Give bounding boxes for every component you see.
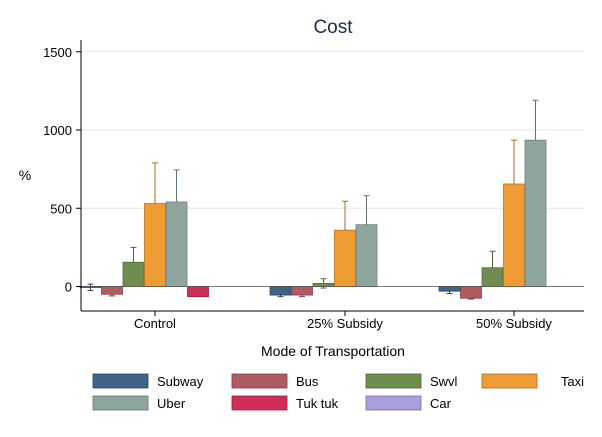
legend-label: Taxi <box>561 374 584 389</box>
legend-item: Tuk tuk <box>231 395 339 411</box>
y-axis-ticks: 0 500 1000 1500 <box>43 45 81 295</box>
legend-label: Bus <box>296 374 319 389</box>
legend-label: Tuk tuk <box>296 396 339 411</box>
legend-swatch <box>92 395 149 411</box>
y-tick-label: 1000 <box>43 123 72 138</box>
x-axis-label: Mode of Transportation <box>261 343 405 359</box>
bar-uber <box>165 201 188 287</box>
bar-taxi <box>144 203 166 287</box>
x-axis-ticks: Control 25% Subsidy 50% Subsidy <box>134 311 552 331</box>
legend-swatch <box>481 373 538 389</box>
legend-swatch <box>231 395 288 411</box>
legend-swatch <box>365 395 422 411</box>
y-axis-label: % <box>19 167 31 183</box>
legend-swatch <box>231 373 288 389</box>
legend-swatch <box>92 373 149 389</box>
x-tick-label: Control <box>134 316 176 331</box>
x-tick-label: 25% Subsidy <box>307 316 383 331</box>
bar-swvl <box>481 267 504 287</box>
legend-item: Taxi <box>481 373 584 389</box>
legend-item: Uber <box>92 395 186 411</box>
bar-bus <box>460 286 482 299</box>
bar-subway <box>438 286 461 292</box>
y-tick-label: 500 <box>50 201 72 216</box>
bars <box>79 139 584 299</box>
bar-uber <box>524 139 547 287</box>
legend-label: Car <box>430 396 452 411</box>
y-tick-label: 0 <box>65 280 72 295</box>
bar-subway <box>269 286 292 296</box>
chart-title: Cost <box>313 17 353 38</box>
legend-item: Swvl <box>365 373 458 389</box>
bar-swvl <box>312 282 335 287</box>
legend: Subway Bus Swvl Taxi Uber Tuk tuk Car <box>92 373 584 411</box>
bar-taxi <box>503 183 525 287</box>
legend-label: Swvl <box>430 374 458 389</box>
bar-tuk-tuk <box>187 286 209 298</box>
bar-taxi <box>334 229 356 287</box>
bar-uber <box>355 224 378 287</box>
legend-item: Car <box>365 395 452 411</box>
legend-swatch <box>365 373 422 389</box>
y-tick-label: 1500 <box>43 45 72 60</box>
legend-item: Subway <box>92 373 204 389</box>
x-tick-label: 50% Subsidy <box>476 316 552 331</box>
legend-item: Bus <box>231 373 319 389</box>
legend-label: Uber <box>157 396 186 411</box>
legend-label: Subway <box>157 374 204 389</box>
bar-bus <box>291 286 313 296</box>
bar-bus <box>101 286 123 295</box>
bar-swvl <box>122 261 145 287</box>
